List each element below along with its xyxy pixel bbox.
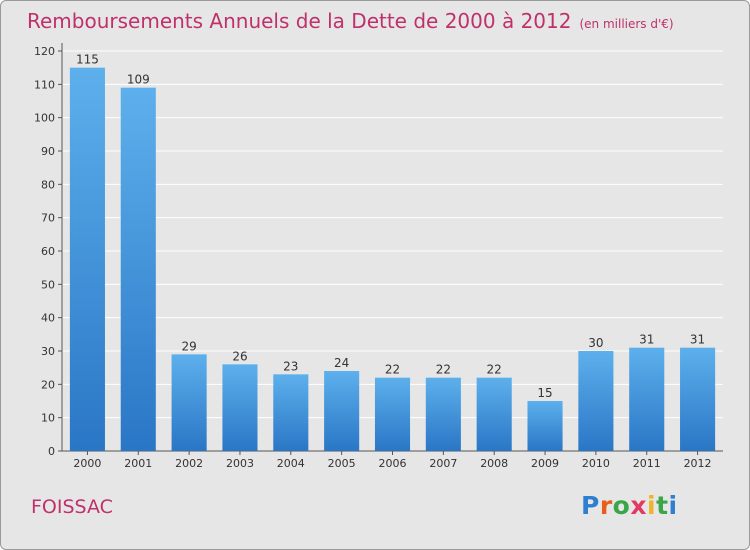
bar-value-label: 31 xyxy=(690,333,705,347)
bar-value-label: 29 xyxy=(181,339,196,353)
y-tick-label: 0 xyxy=(48,445,55,458)
bar-value-label: 22 xyxy=(487,363,502,377)
y-tick-label: 40 xyxy=(41,312,55,325)
bar xyxy=(578,351,614,451)
bar-value-label: 15 xyxy=(537,386,552,400)
logo-letter: P xyxy=(581,491,600,520)
bar xyxy=(425,377,461,451)
bar-value-label: 23 xyxy=(283,359,298,373)
commune-name: FOISSAC xyxy=(31,496,113,518)
x-tick-label: 2010 xyxy=(582,457,610,470)
x-tick-label: 2002 xyxy=(175,457,203,470)
x-tick-label: 2007 xyxy=(429,457,457,470)
bar-value-label: 109 xyxy=(127,73,150,87)
x-tick-label: 2004 xyxy=(277,457,305,470)
logo-letter: i xyxy=(647,491,657,520)
bar-value-label: 115 xyxy=(76,53,99,67)
bar-value-label: 22 xyxy=(385,363,400,377)
bar xyxy=(324,371,360,451)
y-tick-label: 70 xyxy=(41,212,55,225)
x-tick-label: 2009 xyxy=(531,457,559,470)
y-tick-label: 110 xyxy=(34,78,55,91)
x-tick-label: 2011 xyxy=(633,457,661,470)
bar xyxy=(527,401,563,451)
bar xyxy=(120,87,156,452)
y-tick-label: 20 xyxy=(41,378,55,391)
logo-letter: i xyxy=(668,491,678,520)
bar-value-label: 30 xyxy=(588,336,603,350)
y-tick-label: 90 xyxy=(41,145,55,158)
y-tick-label: 10 xyxy=(41,412,55,425)
bar xyxy=(171,354,207,451)
bar xyxy=(680,347,716,451)
bar-value-label: 22 xyxy=(436,363,451,377)
unit-label: (en milliers d'€) xyxy=(579,17,674,31)
chart-title: Remboursements Annuels de la Dette de 20… xyxy=(27,9,674,33)
logo-letter: r xyxy=(599,491,613,520)
bar-value-label: 26 xyxy=(232,349,247,363)
y-tick-label: 100 xyxy=(34,112,55,125)
y-tick-label: 120 xyxy=(34,45,55,58)
title-text: Remboursements Annuels de la Dette de 20… xyxy=(27,9,572,33)
bar xyxy=(222,364,258,451)
x-tick-label: 2006 xyxy=(379,457,407,470)
y-tick-label: 30 xyxy=(41,345,55,358)
y-tick-label: 60 xyxy=(41,245,55,258)
bar xyxy=(69,67,105,452)
bar-value-label: 31 xyxy=(639,333,654,347)
x-tick-label: 2008 xyxy=(480,457,508,470)
bar xyxy=(374,377,411,451)
logo-letter: t xyxy=(656,491,669,520)
x-tick-label: 2001 xyxy=(124,457,152,470)
y-tick-label: 50 xyxy=(41,278,55,291)
bar xyxy=(476,377,512,451)
bar-value-label: 24 xyxy=(334,356,349,370)
bar xyxy=(273,374,309,451)
x-tick-label: 2012 xyxy=(684,457,712,470)
logo-letter: x xyxy=(630,491,647,520)
proxiti-logo: Proxiti xyxy=(581,491,678,520)
x-tick-label: 2000 xyxy=(73,457,101,470)
bar xyxy=(629,347,665,451)
y-tick-label: 80 xyxy=(41,178,55,191)
x-tick-label: 2003 xyxy=(226,457,254,470)
x-tick-label: 2005 xyxy=(328,457,356,470)
logo-letter: o xyxy=(612,491,631,520)
